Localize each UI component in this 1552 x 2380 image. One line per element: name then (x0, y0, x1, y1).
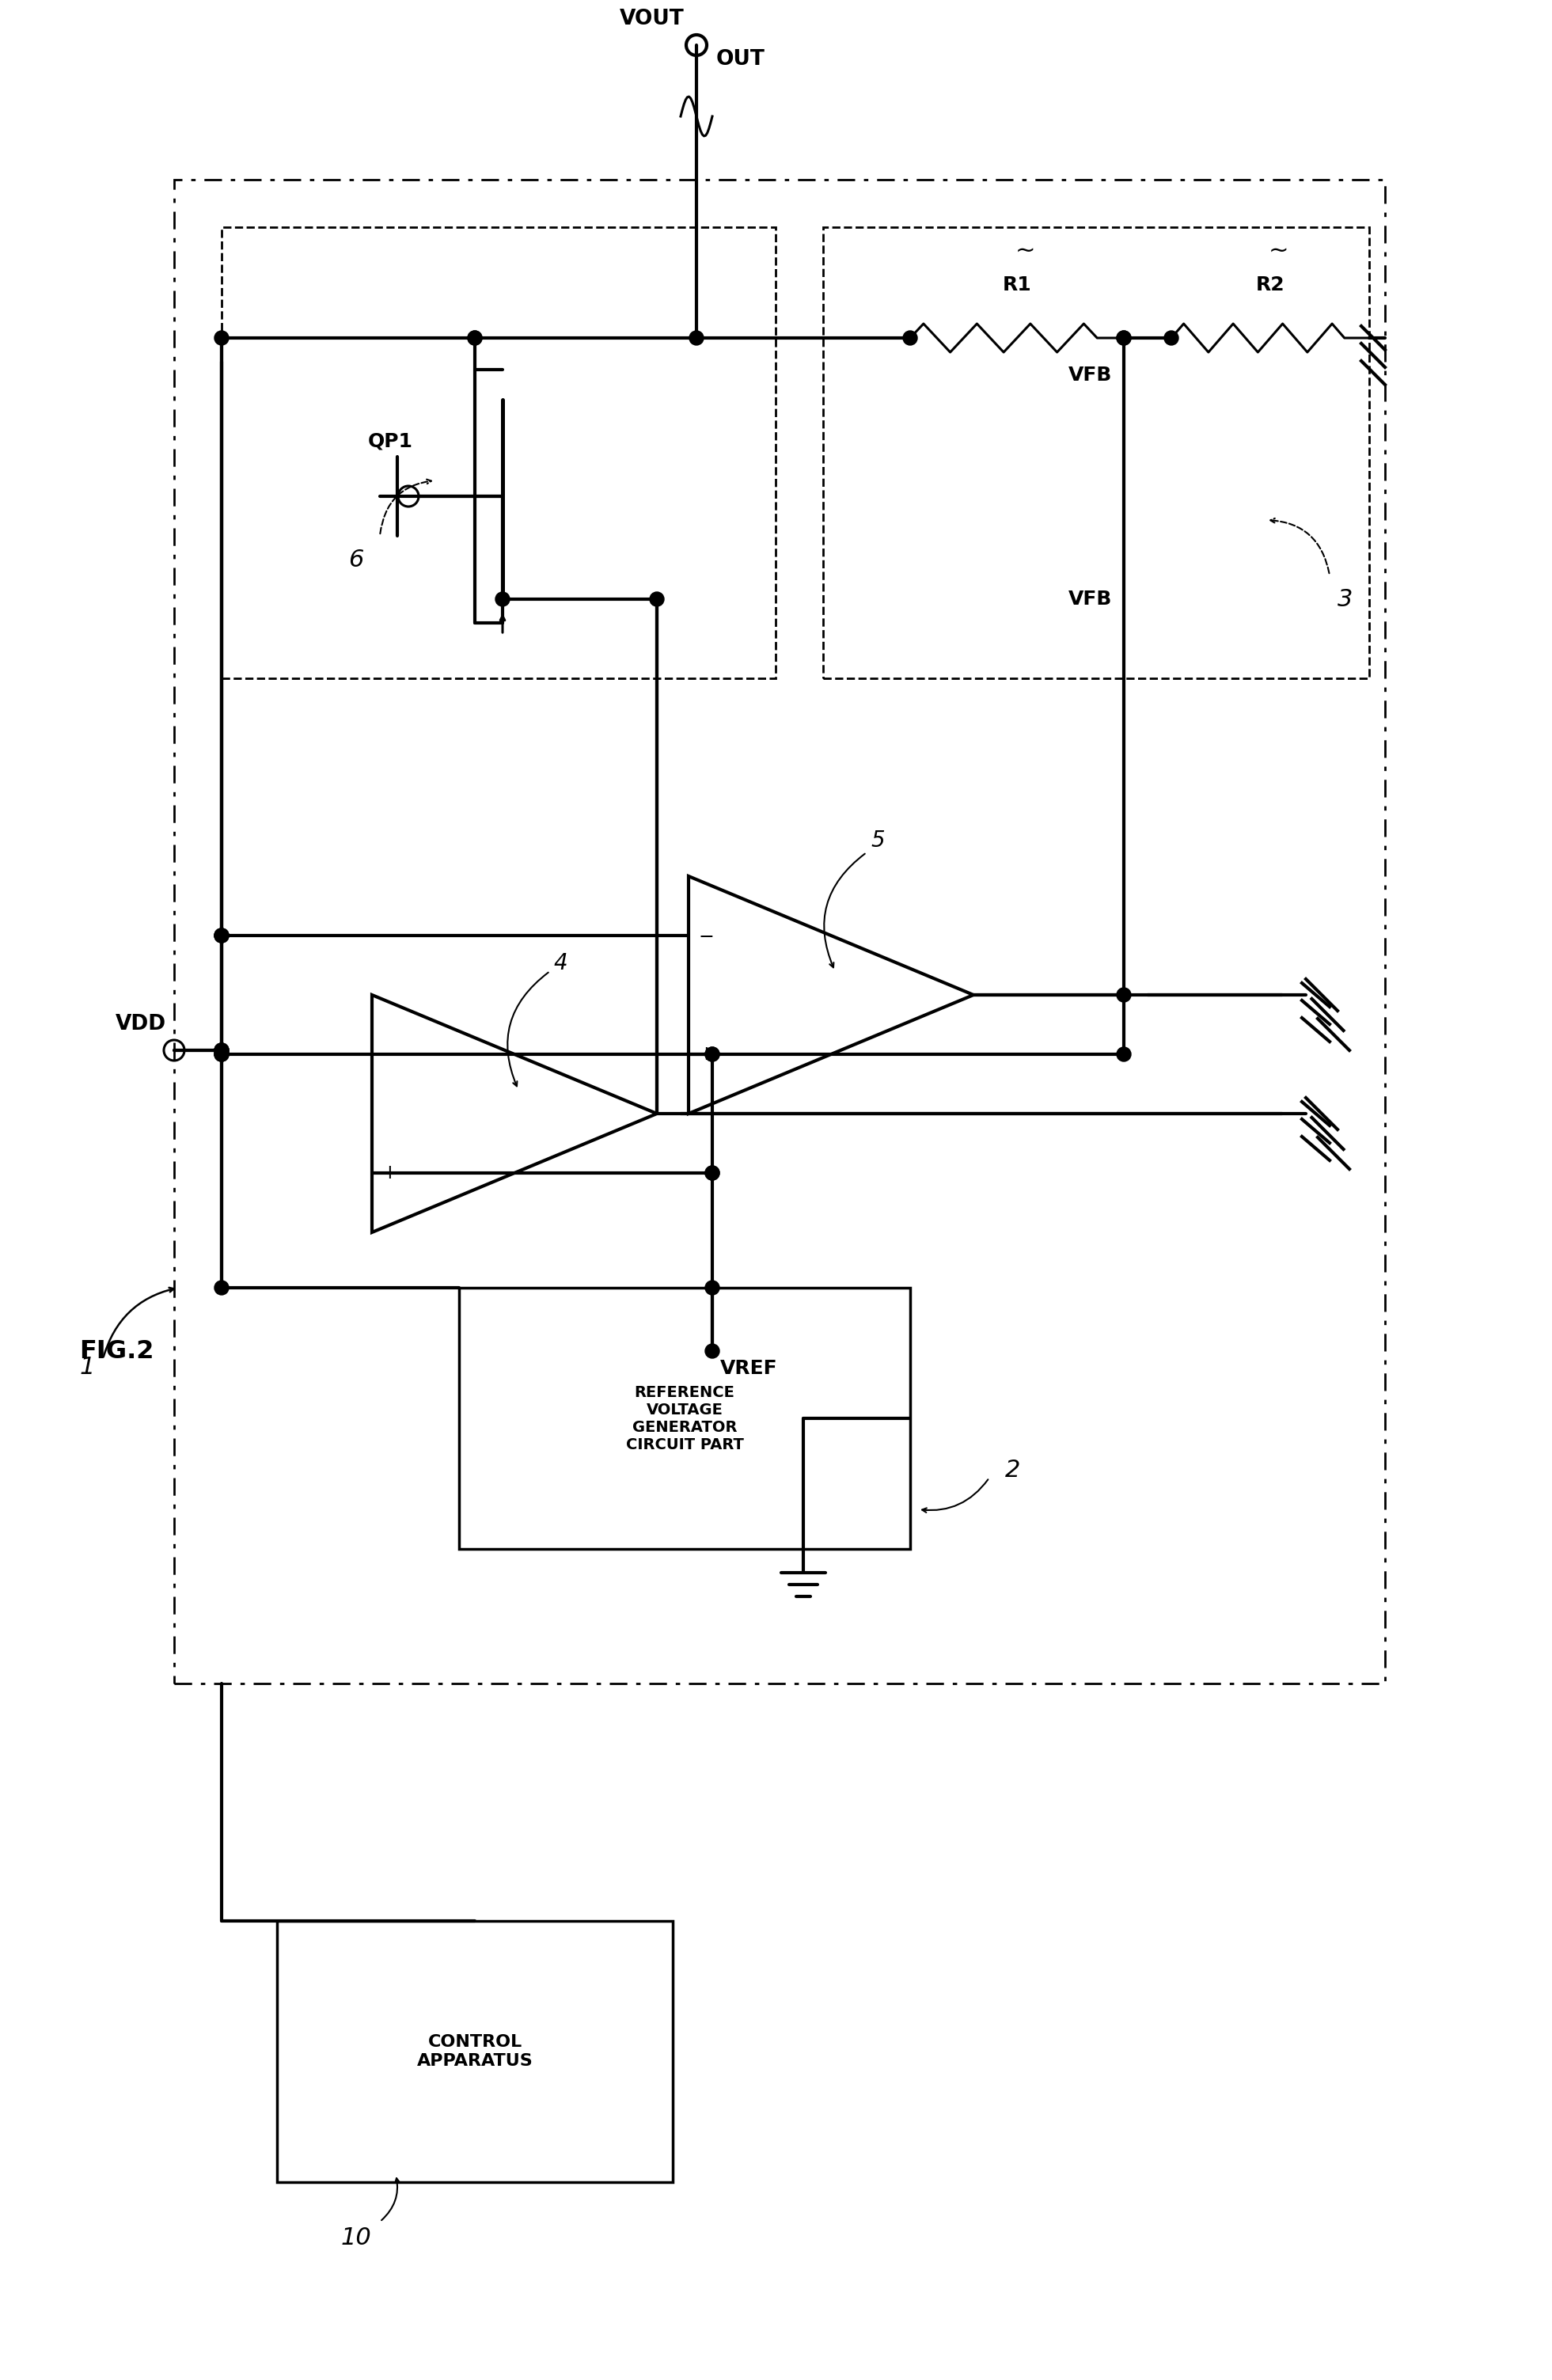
Text: FIG.2: FIG.2 (79, 1340, 154, 1364)
Circle shape (214, 1047, 228, 1061)
Bar (459, 1288, 909, 1549)
Text: QP1: QP1 (368, 431, 413, 450)
Circle shape (214, 1042, 228, 1057)
Text: 5: 5 (871, 831, 885, 852)
Bar (222, 226, 776, 678)
Circle shape (705, 1047, 720, 1061)
Text: ~: ~ (1268, 240, 1288, 262)
Circle shape (214, 1042, 228, 1057)
Bar (276, 1921, 672, 2182)
Text: OUT: OUT (715, 50, 765, 69)
Text: R1: R1 (1003, 276, 1032, 295)
Text: REFERENCE
VOLTAGE
GENERATOR
CIRCUIT PART: REFERENCE VOLTAGE GENERATOR CIRCUIT PART (625, 1385, 743, 1452)
Circle shape (705, 1166, 720, 1180)
Text: VDD: VDD (115, 1014, 166, 1035)
Circle shape (705, 1280, 720, 1295)
Circle shape (1164, 331, 1178, 345)
Text: R2: R2 (1256, 276, 1285, 295)
Text: 6: 6 (349, 547, 363, 571)
Circle shape (214, 1280, 228, 1295)
Text: 10: 10 (341, 2225, 371, 2249)
Text: 1: 1 (79, 1357, 95, 1378)
Text: VFB: VFB (1068, 367, 1111, 386)
Circle shape (214, 1047, 228, 1061)
Text: VFB: VFB (1068, 590, 1113, 609)
Circle shape (1117, 331, 1131, 345)
Circle shape (214, 331, 228, 345)
Circle shape (705, 1166, 720, 1180)
Circle shape (650, 593, 664, 607)
Text: VOUT: VOUT (619, 10, 684, 29)
Text: CONTROL
APPARATUS: CONTROL APPARATUS (417, 2035, 532, 2068)
Circle shape (705, 1047, 720, 1061)
Circle shape (214, 928, 228, 942)
Circle shape (214, 1047, 228, 1061)
Circle shape (705, 1345, 720, 1359)
Circle shape (214, 928, 228, 942)
Bar (823, 226, 1369, 678)
Text: $-$: $-$ (698, 926, 714, 945)
Circle shape (495, 593, 509, 607)
Bar (174, 178, 1384, 1683)
Circle shape (467, 331, 483, 345)
Circle shape (1117, 988, 1131, 1002)
Text: $-$: $-$ (382, 1045, 397, 1064)
Circle shape (689, 331, 703, 345)
Text: $+$: $+$ (382, 1164, 397, 1183)
Text: 3: 3 (1338, 588, 1353, 612)
Circle shape (214, 1042, 228, 1057)
Text: 4: 4 (554, 952, 568, 973)
Text: 2: 2 (1006, 1459, 1021, 1480)
Circle shape (467, 331, 483, 345)
Circle shape (214, 928, 228, 942)
Circle shape (903, 331, 917, 345)
Text: VREF: VREF (720, 1359, 778, 1378)
Text: ~: ~ (1015, 240, 1035, 262)
Text: $+$: $+$ (698, 1045, 714, 1064)
Circle shape (1117, 1047, 1131, 1061)
Circle shape (1117, 331, 1131, 345)
